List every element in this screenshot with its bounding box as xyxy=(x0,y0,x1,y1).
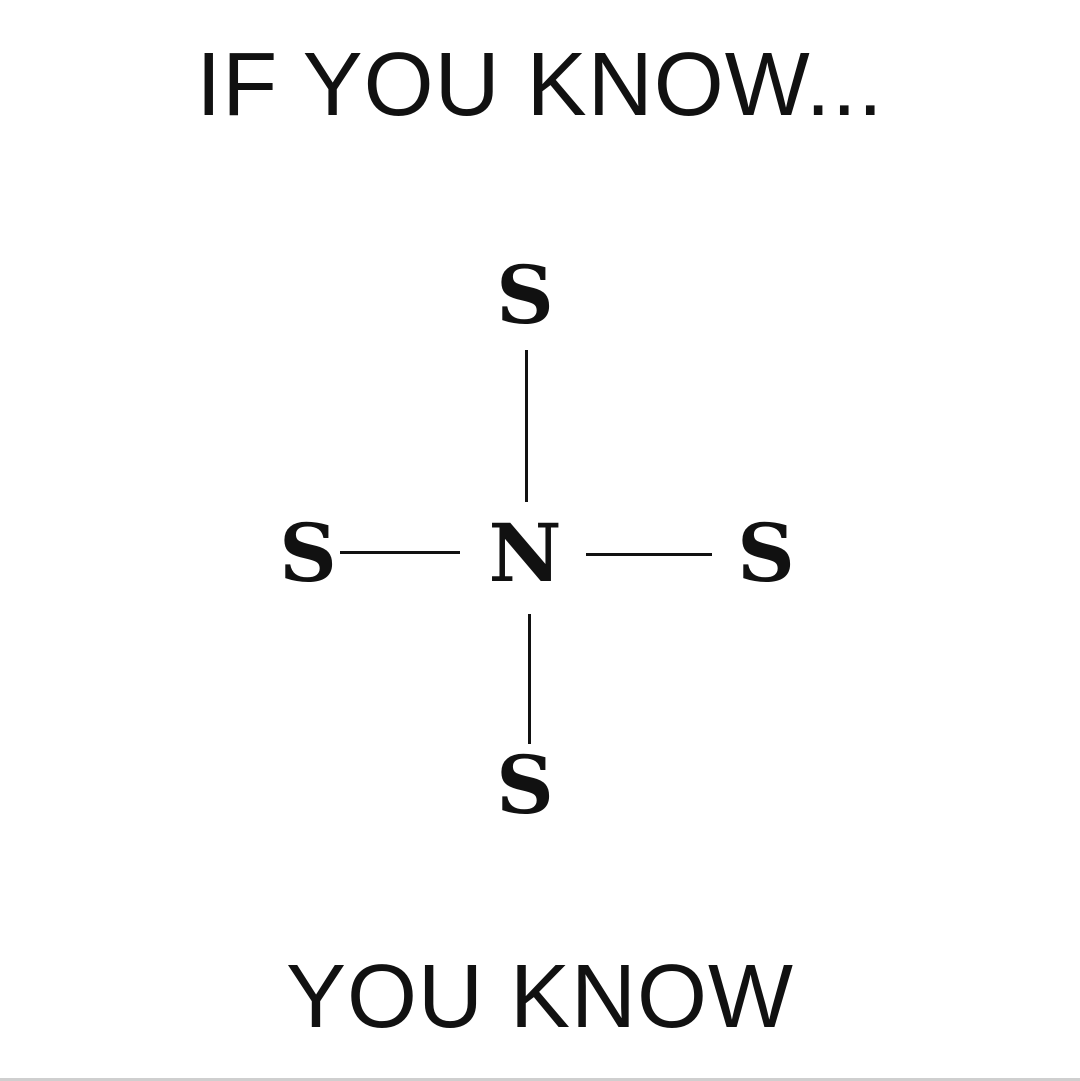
top-caption: IF YOU KNOW... xyxy=(196,35,884,135)
bottom-caption: YOU KNOW xyxy=(285,947,794,1047)
atom-bottom: S xyxy=(496,738,554,832)
bond-right xyxy=(586,553,712,556)
atom-center: N xyxy=(488,506,562,600)
atom-right: S xyxy=(737,506,795,600)
atom-top: S xyxy=(496,248,554,342)
bottom-divider xyxy=(0,1078,1080,1081)
atom-left: S xyxy=(279,506,337,600)
bond-left xyxy=(340,551,460,554)
bond-bottom xyxy=(528,614,531,744)
bond-top xyxy=(525,350,528,502)
